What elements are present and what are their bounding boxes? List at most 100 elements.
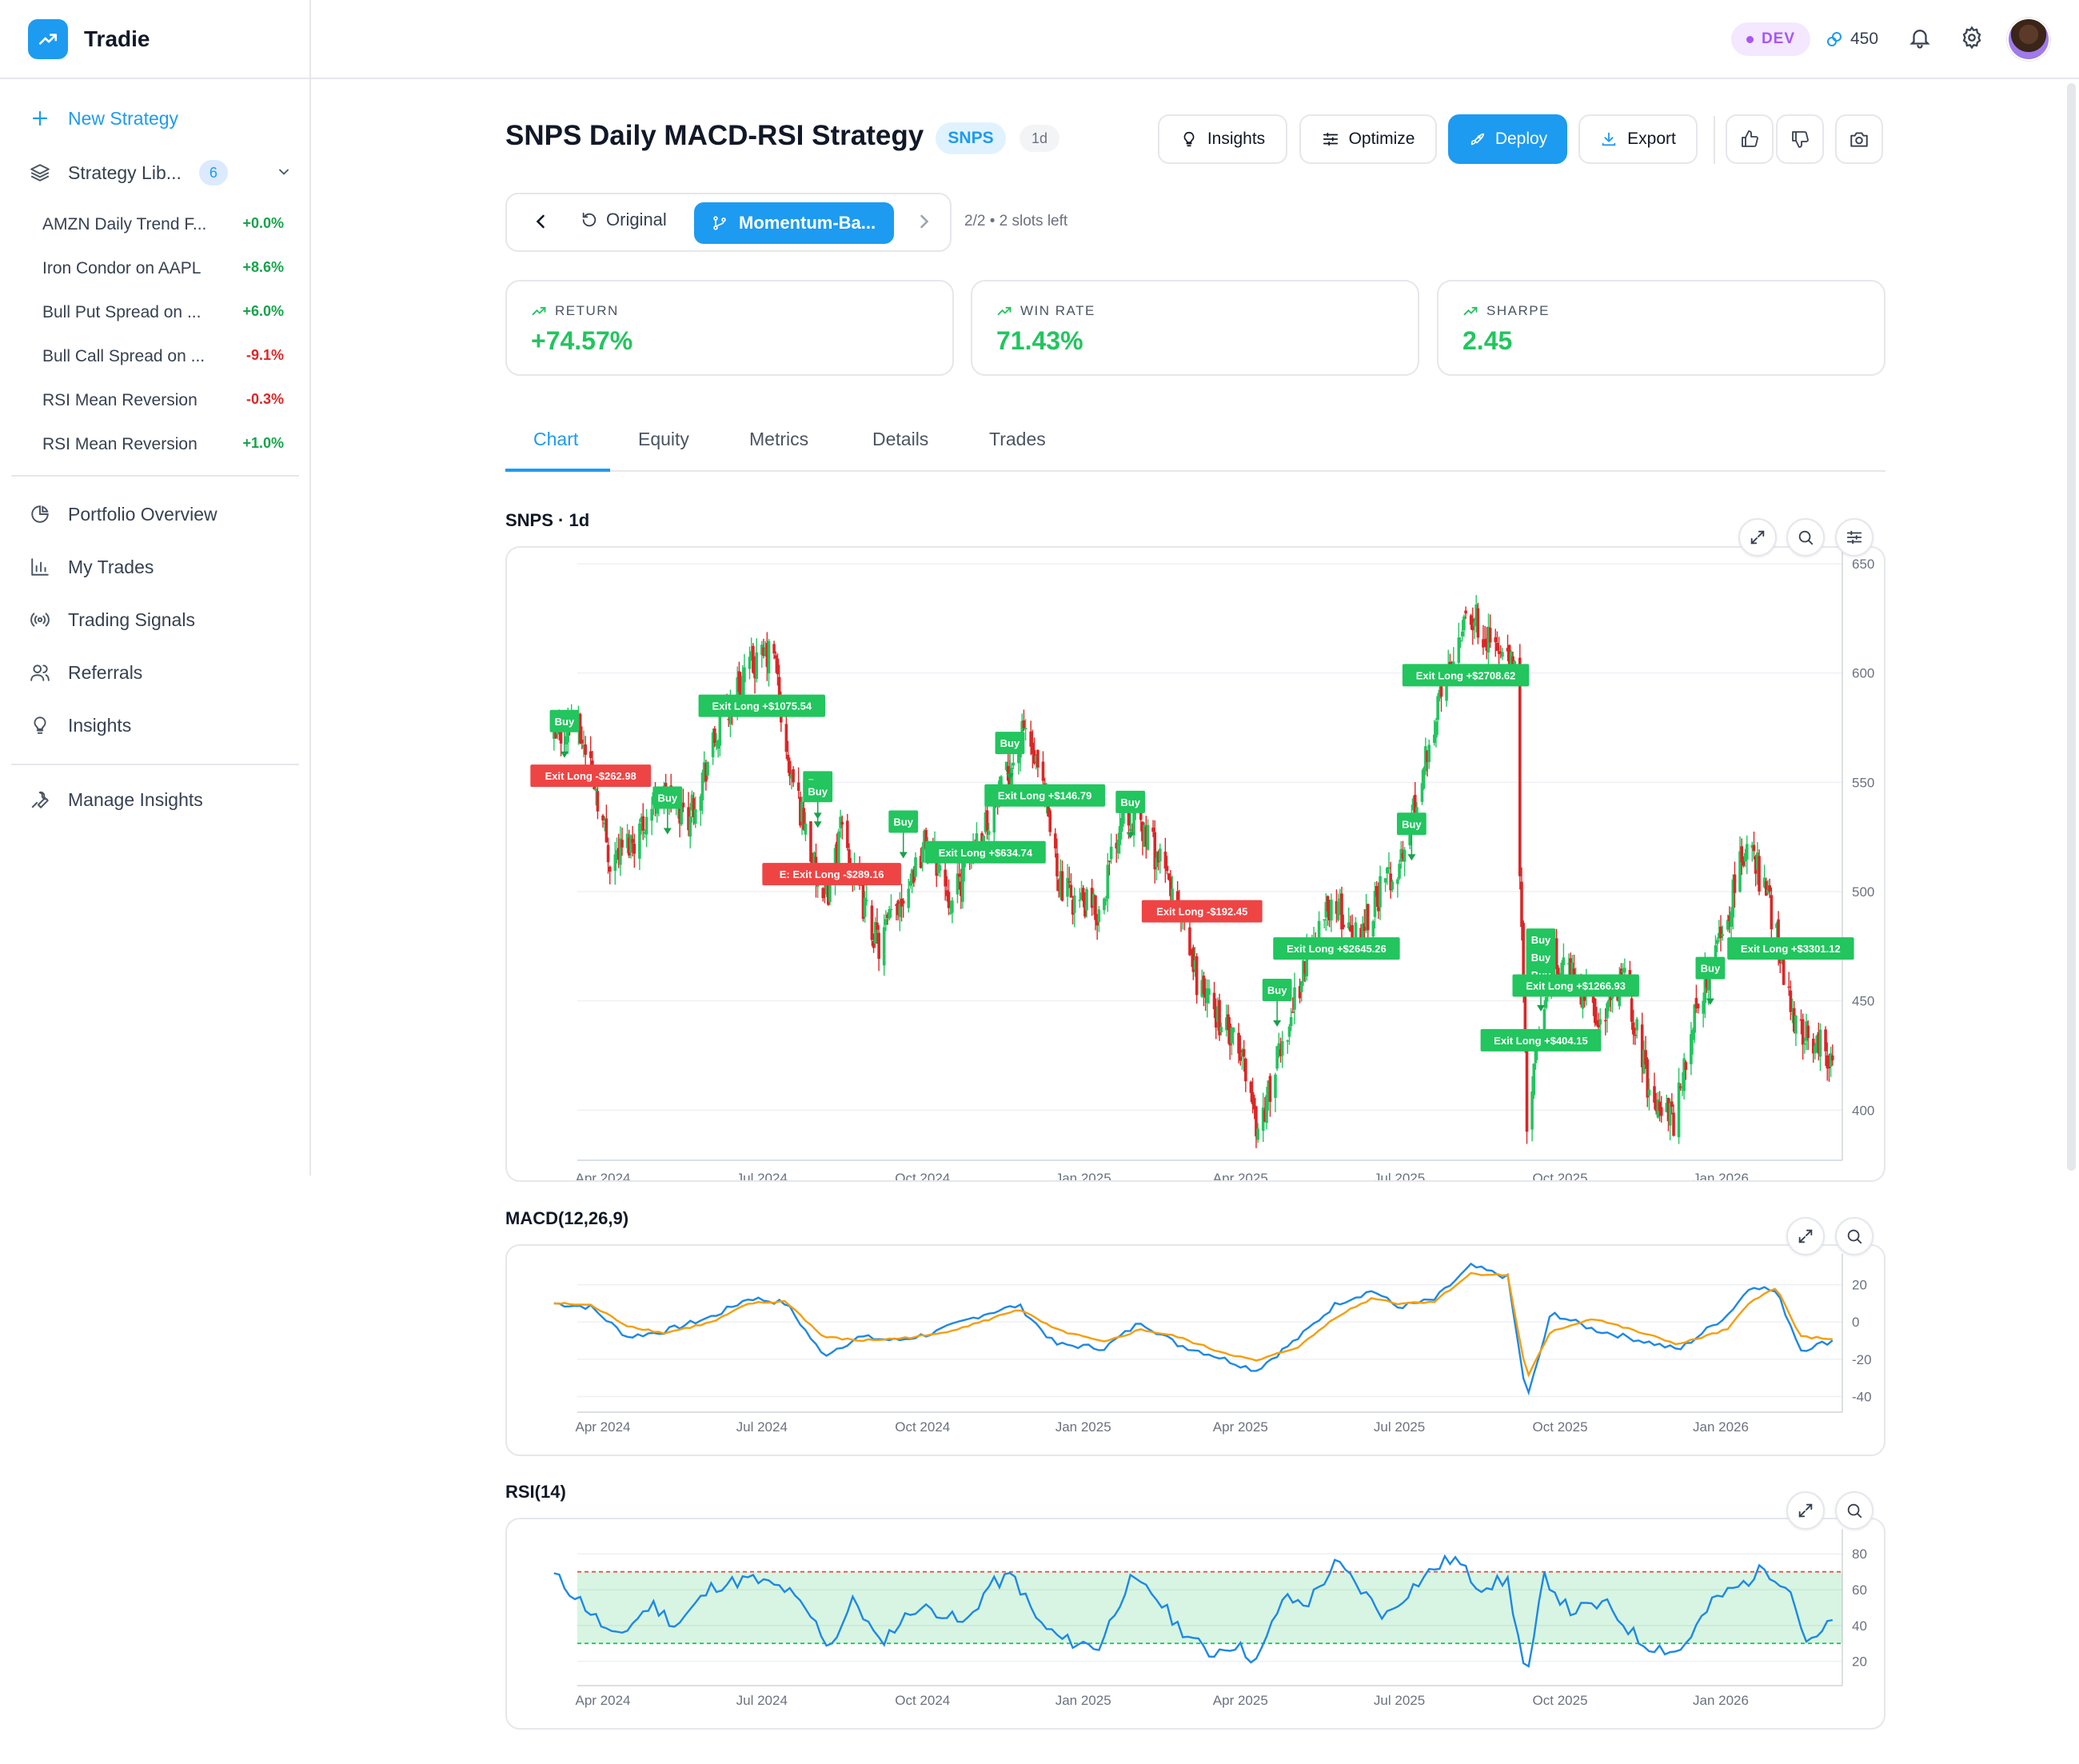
candle	[1389, 873, 1392, 891]
candle	[1171, 888, 1174, 900]
candle	[1012, 762, 1016, 766]
candle	[1188, 927, 1191, 956]
strategy-item[interactable]: Iron Condor on AAPL +8.6%	[42, 259, 284, 278]
candle	[1604, 1020, 1607, 1022]
candle	[589, 751, 593, 758]
candle	[1342, 924, 1345, 928]
expand-chart-button[interactable]	[1738, 518, 1777, 557]
candle	[1403, 849, 1407, 862]
buy-marker	[1526, 928, 1556, 952]
version-active[interactable]: Momentum-Ba...	[694, 202, 894, 244]
candle	[1485, 638, 1489, 651]
new-strategy-button[interactable]: New Strategy	[28, 106, 178, 130]
candle	[923, 830, 926, 851]
thumbs-up-button[interactable]	[1726, 114, 1774, 164]
candle	[1677, 1082, 1681, 1138]
candle	[1715, 940, 1719, 944]
macd-chart-svg[interactable]: 20 0 -20 -40 Apr 2024 Jul 2024 Oct 2024 Jan 202…	[507, 1246, 1885, 1456]
candle	[1740, 846, 1744, 863]
strategy-library-toggle[interactable]: Strategy Lib... 6	[28, 160, 292, 186]
strategy-item[interactable]: AMZN Daily Trend F... +0.0%	[42, 215, 284, 234]
optimize-button[interactable]: Optimize	[1299, 114, 1437, 164]
strategy-item[interactable]: Bull Call Spread on ... -9.1%	[42, 347, 284, 366]
x-tick-label: Jan 2026	[1693, 1419, 1749, 1435]
expand-chart-button[interactable]	[1786, 1491, 1825, 1530]
gear-icon[interactable]	[1960, 26, 1984, 54]
strategy-item[interactable]: Bull Put Spread on ... +6.0%	[42, 303, 284, 322]
candle	[1469, 615, 1473, 625]
buy-marker	[549, 709, 580, 732]
candle	[826, 884, 830, 905]
candle	[1000, 776, 1003, 785]
candle	[1263, 1110, 1267, 1123]
x-tick-label: Jul 2025	[1374, 1419, 1425, 1435]
candle	[882, 927, 886, 966]
marker-label: Buy	[1120, 796, 1140, 808]
strategy-item[interactable]: RSI Mean Reversion +1.0%	[42, 435, 284, 454]
price-chart-svg[interactable]: 400 450 500 550 600 650 Apr 2024 Jul 2024 Oct 20…	[507, 548, 1885, 1182]
rsi-chart: 80 60 40 20 Apr 2024 Jul 2024 Oct 2024 Jan 2025…	[505, 1518, 1885, 1730]
strategy-library-label: Strategy Lib...	[68, 162, 182, 183]
screenshot-button[interactable]	[1835, 114, 1883, 164]
scrollbar[interactable]	[2067, 83, 2076, 1171]
export-button[interactable]: Export	[1578, 114, 1698, 164]
insights-button[interactable]: Insights	[1158, 114, 1287, 164]
candle	[678, 798, 681, 824]
x-tick-label: Apr 2025	[1213, 1693, 1268, 1708]
credits-counter[interactable]: 450	[1825, 24, 1878, 54]
trending-up-icon	[532, 306, 546, 316]
tab-chart[interactable]: Chart	[533, 429, 579, 449]
chevron-left-icon[interactable]	[529, 210, 552, 237]
zoom-chart-button[interactable]	[1835, 1217, 1873, 1255]
nav-referrals[interactable]: Referrals	[28, 661, 142, 684]
y-tick-label: 40	[1852, 1618, 1867, 1634]
stat-value: +74.57%	[531, 326, 633, 355]
nav-manage-insights[interactable]: Manage Insights	[28, 788, 203, 812]
candle	[629, 835, 632, 853]
candle	[1366, 904, 1370, 931]
candle	[1506, 648, 1510, 652]
nav-trading-signals[interactable]: Trading Signals	[28, 608, 195, 632]
tab-details[interactable]: Details	[872, 429, 929, 449]
rsi-chart-svg[interactable]: 80 60 40 20 Apr 2024 Jul 2024 Oct 2024 Jan 2025…	[507, 1519, 1885, 1730]
candle	[1703, 964, 1707, 1004]
strategy-item[interactable]: RSI Mean Reversion -0.3%	[42, 391, 284, 410]
chevron-right-icon[interactable]	[913, 210, 936, 237]
candle	[877, 932, 880, 960]
brand[interactable]: Tradie	[28, 18, 150, 61]
tab-equity[interactable]: Equity	[638, 429, 689, 449]
candle	[1066, 877, 1069, 897]
candle	[1557, 968, 1560, 976]
zoom-chart-button[interactable]	[1835, 1491, 1873, 1530]
candle	[1216, 1006, 1219, 1023]
expand-chart-button[interactable]	[1786, 1217, 1825, 1255]
candle	[802, 808, 806, 830]
candle	[1255, 1106, 1258, 1137]
candle	[956, 873, 960, 895]
chart-settings-button[interactable]	[1835, 518, 1873, 557]
nav-insights[interactable]: Insights	[28, 713, 131, 737]
candle	[1191, 947, 1195, 972]
nav-my-trades[interactable]: My Trades	[28, 555, 154, 579]
zoom-chart-button[interactable]	[1786, 518, 1825, 557]
candle	[644, 816, 648, 835]
avatar[interactable]	[2007, 18, 2050, 61]
bell-icon[interactable]	[1908, 26, 1932, 54]
candle	[1383, 878, 1387, 883]
candle	[936, 864, 940, 873]
candle	[704, 763, 708, 782]
candle	[812, 852, 816, 872]
candle	[1219, 1027, 1223, 1033]
candle	[1750, 844, 1754, 848]
thumbs-down-button[interactable]	[1776, 114, 1824, 164]
candle	[1728, 915, 1731, 921]
buy-marker	[652, 786, 683, 809]
deploy-button[interactable]: Deploy	[1448, 114, 1567, 164]
tab-trades[interactable]: Trades	[989, 429, 1046, 449]
candle	[1277, 1043, 1281, 1053]
candle	[1439, 684, 1443, 697]
candle	[1754, 856, 1758, 874]
tab-metrics[interactable]: Metrics	[749, 429, 809, 449]
version-original[interactable]: Original	[581, 210, 667, 230]
nav-portfolio-overview[interactable]: Portfolio Overview	[28, 502, 217, 526]
